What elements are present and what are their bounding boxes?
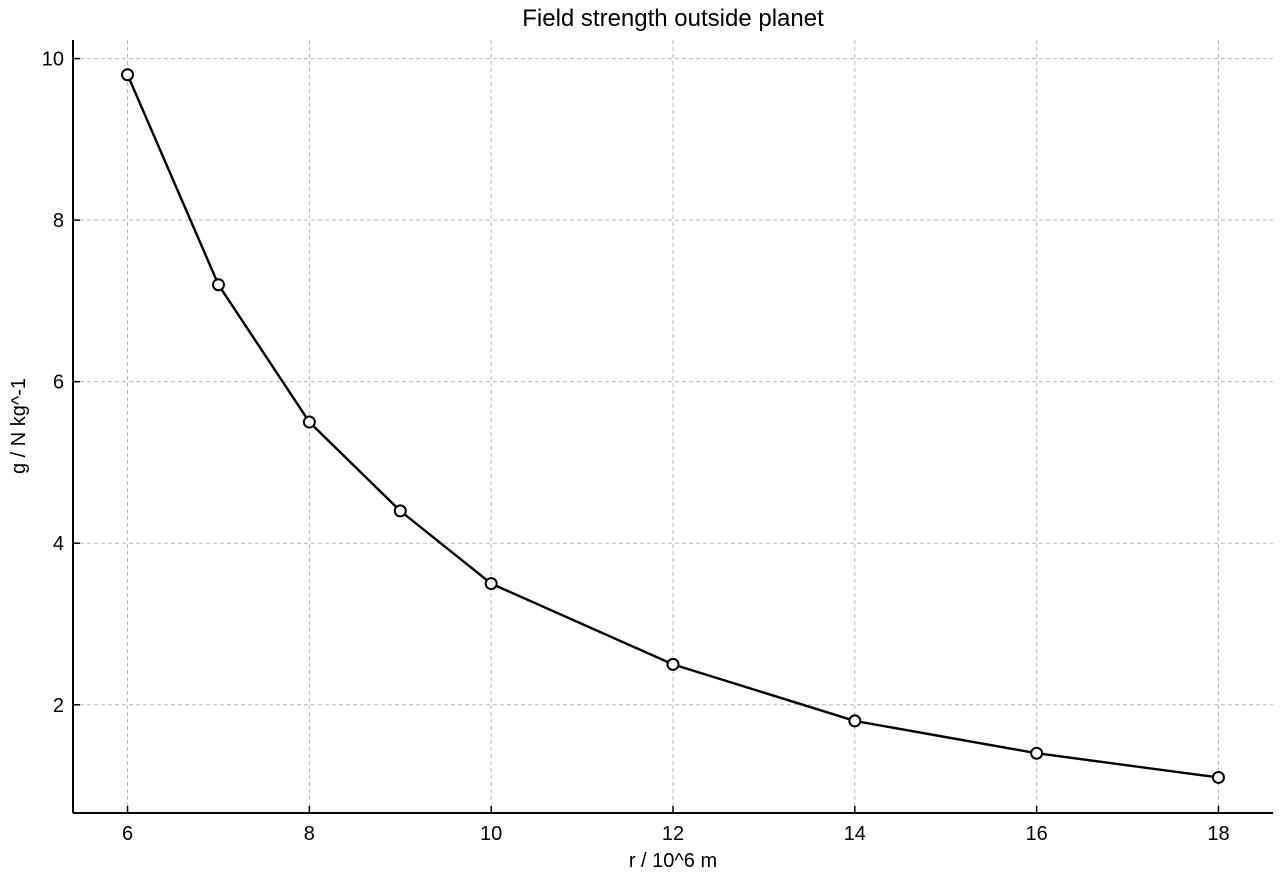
grid-layer [73,40,1273,813]
x-axis-label: r / 10^6 m [629,850,717,872]
chart-title: Field strength outside planet [522,5,824,32]
data-point [302,415,316,429]
x-tick-label: 6 [122,823,133,845]
data-point [666,657,680,671]
ticks-layer: 6 8 10 12 14 16 18 2 4 6 8 10 [42,49,1230,845]
x-tick-label: 16 [1026,823,1048,845]
data-point [121,68,135,82]
x-tick-label: 10 [480,823,502,845]
data-point [484,577,498,591]
data-point [393,504,407,518]
data-point [848,714,862,728]
x-tick-label: 12 [662,823,684,845]
y-tick-label: 2 [53,695,64,717]
x-tick-label: 14 [844,823,866,845]
data-point [211,278,225,292]
y-tick-label: 6 [53,372,64,394]
series-layer [121,68,1225,784]
x-tick-label: 18 [1207,823,1229,845]
x-tick-label: 8 [304,823,315,845]
y-axis-label: g / N kg^-1 [8,378,30,474]
y-tick-label: 4 [53,533,64,555]
y-tick-label: 10 [42,49,64,71]
data-point [1211,770,1225,784]
y-tick-label: 8 [53,210,64,232]
data-point [1030,746,1044,760]
